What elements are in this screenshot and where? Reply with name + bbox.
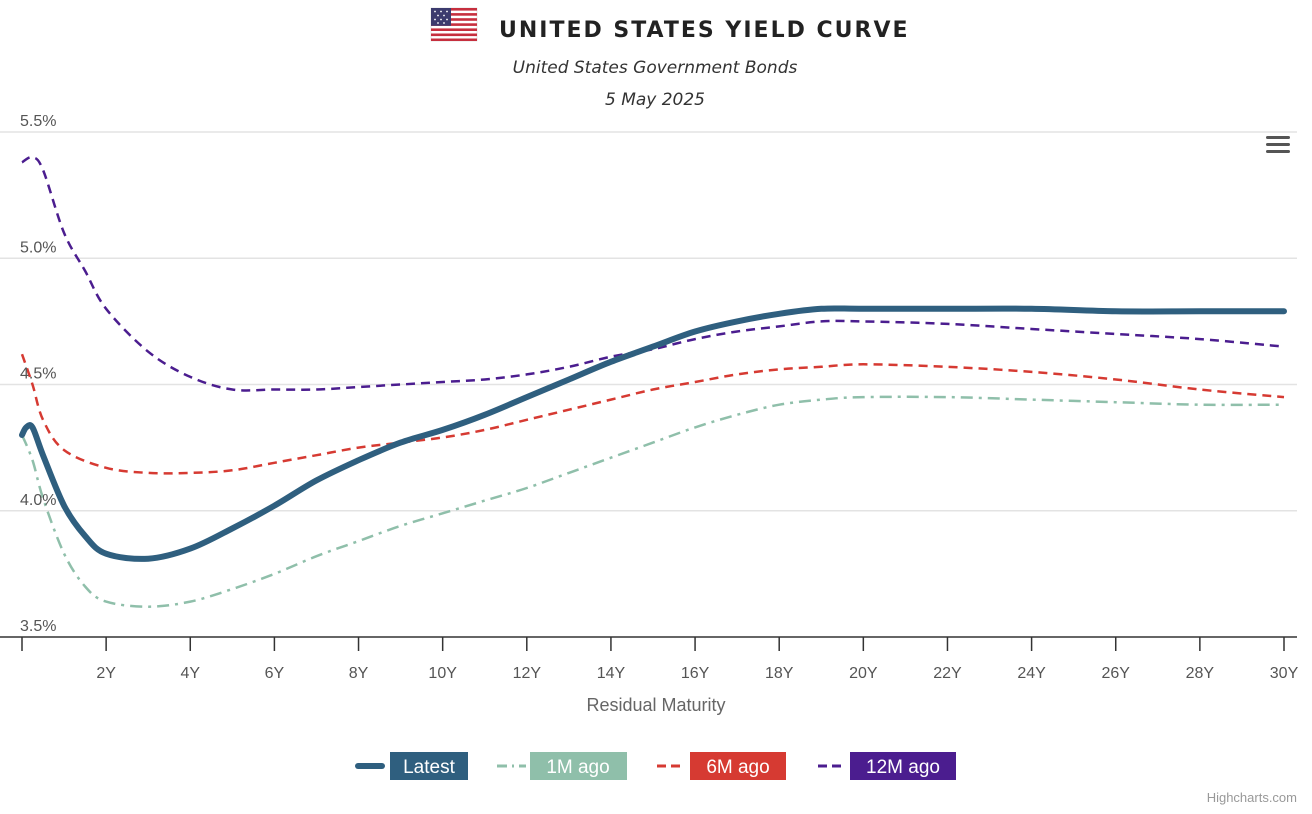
legend-box-6m-ago bbox=[690, 752, 786, 780]
chart-subtitle: United States Government Bonds bbox=[513, 58, 798, 78]
credits-link[interactable]: Highcharts.com bbox=[1207, 790, 1297, 805]
us-flag-icon bbox=[430, 7, 478, 42]
series-line-1m-ago bbox=[20, 395, 1285, 608]
y-tick-label: 5.0% bbox=[20, 239, 56, 256]
x-tick-label: 10Y bbox=[428, 665, 457, 682]
legend-item-6m-ago[interactable]: 6M ago bbox=[657, 752, 786, 780]
chart-date: 5 May 2025 bbox=[605, 90, 705, 110]
gridlines bbox=[0, 131, 1297, 512]
x-tick-label: 2Y bbox=[96, 665, 116, 682]
legend-box-1m-ago bbox=[530, 752, 627, 780]
x-tick-label: 12Y bbox=[513, 665, 542, 682]
legend-box-latest bbox=[390, 752, 468, 780]
legend-label-6m-ago: 6M ago bbox=[706, 757, 769, 778]
legend-label-1m-ago: 1M ago bbox=[546, 757, 609, 778]
x-tick-label: 24Y bbox=[1017, 665, 1046, 682]
x-tick-label: 14Y bbox=[597, 665, 626, 682]
y-tick-label: 3.5% bbox=[20, 618, 56, 635]
series-line-6m-ago bbox=[20, 353, 1285, 475]
x-tick-label: 20Y bbox=[849, 665, 878, 682]
y-axis: 3.5% 4.0% 4.5% 5.0% 5.5% bbox=[20, 113, 56, 635]
x-tick-label: 4Y bbox=[180, 665, 200, 682]
x-tick-label: 18Y bbox=[765, 665, 794, 682]
legend-label-latest: Latest bbox=[403, 757, 455, 778]
x-tick-label: 28Y bbox=[1186, 665, 1215, 682]
x-tick-label: 8Y bbox=[349, 665, 369, 682]
series-line-latest bbox=[19, 305, 1287, 562]
legend-item-1m-ago[interactable]: 1M ago bbox=[497, 752, 627, 780]
legend-item-latest[interactable]: Latest bbox=[355, 752, 468, 780]
x-tick-label: 6Y bbox=[265, 665, 285, 682]
y-tick-label: 4.0% bbox=[20, 492, 56, 509]
legend-box-12m-ago bbox=[850, 752, 956, 780]
chart-title: UNITED STATES YIELD CURVE bbox=[499, 18, 910, 43]
x-tick-label: 30Y bbox=[1270, 665, 1299, 682]
legend-label-12m-ago: 12M ago bbox=[866, 757, 940, 778]
series-layer bbox=[19, 155, 1287, 608]
x-tick-label: 22Y bbox=[933, 665, 962, 682]
x-axis-title: Residual Maturity bbox=[586, 695, 725, 715]
legend: Latest 1M ago 6M ago 12M ago bbox=[355, 752, 956, 780]
x-tick-label: 26Y bbox=[1101, 665, 1130, 682]
legend-item-12m-ago[interactable]: 12M ago bbox=[818, 752, 956, 780]
x-axis: 2Y 4Y 6Y 8Y 10Y 12Y 14Y 16Y 18Y 20Y 22Y 24Y 26Y 28Y 30… bbox=[0, 636, 1299, 682]
x-tick-label: 16Y bbox=[681, 665, 710, 682]
y-tick-label: 5.5% bbox=[20, 113, 56, 130]
hamburger-menu-icon[interactable] bbox=[1262, 130, 1294, 160]
y-tick-label: 4.5% bbox=[20, 366, 56, 383]
series-line-12m-ago bbox=[21, 155, 1285, 392]
